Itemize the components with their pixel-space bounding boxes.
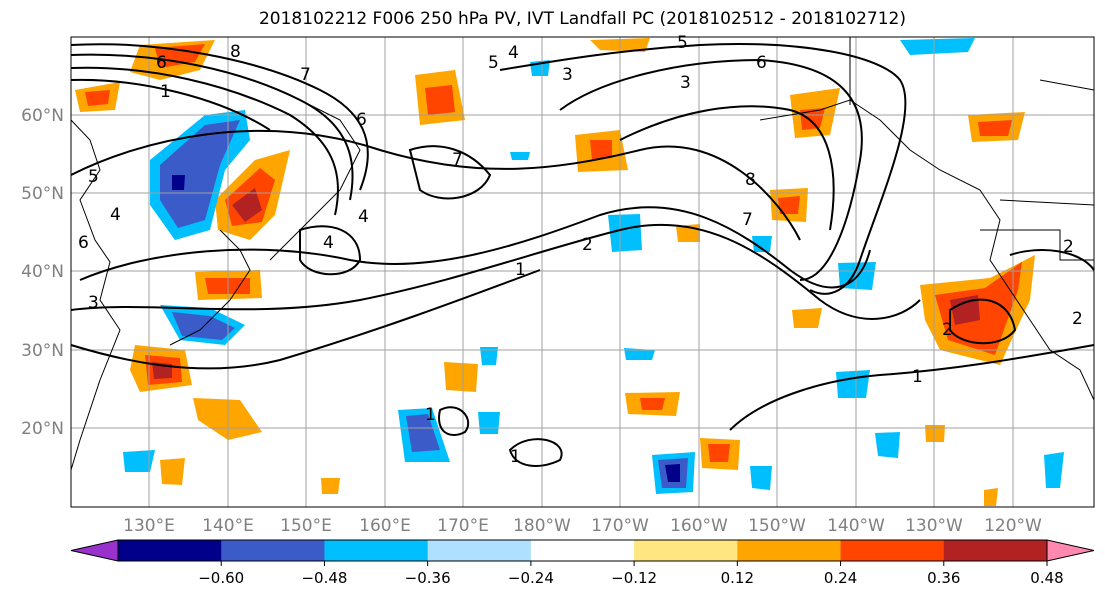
colorbar-segment	[427, 540, 532, 561]
lon-label: 140°E	[202, 516, 254, 536]
contour-label: 2	[1063, 237, 1074, 257]
colorbar-label: −0.12	[611, 569, 657, 587]
colorbar-segment	[634, 540, 738, 561]
colorbar-segment	[943, 540, 1048, 561]
contour-label: 1	[425, 405, 436, 425]
contour-label: 5	[88, 167, 99, 187]
contour-label: 5	[677, 33, 688, 53]
lat-label: 60°N	[21, 106, 64, 126]
contour-label: 4	[110, 205, 121, 225]
lon-label: 140°W	[827, 516, 885, 536]
colorbar-segment	[118, 540, 222, 561]
colorbar-label: −0.36	[405, 569, 451, 587]
contour-label: 6	[78, 233, 89, 253]
colorbar-segment	[840, 540, 945, 561]
contour-label: 4	[508, 43, 519, 63]
lat-label: 50°N	[21, 184, 64, 204]
lon-label: 170°W	[591, 516, 649, 536]
colorbar-segment	[737, 540, 842, 561]
contour-label: 1	[160, 82, 171, 102]
contour-label: 3	[680, 73, 691, 93]
contour-label: 3	[88, 293, 99, 313]
latitude-labels: 60°N 50°N 40°N 30°N 20°N	[21, 106, 64, 439]
map-title: 2018102212 F006 250 hPa PV, IVT Landfall…	[258, 9, 906, 29]
contour-label: 6	[356, 110, 367, 130]
colorbar-border	[117, 539, 1048, 562]
lon-label: 160°W	[670, 516, 728, 536]
contour-label: 4	[323, 233, 334, 253]
contour-labels: 8 7 6 5 4 3 2 1 7 6 4 4 5 6 3 2 1 7 8 6 …	[78, 33, 1083, 467]
contour-label: 1	[510, 447, 521, 467]
contour-label: 3	[562, 65, 573, 85]
contour-label: 1	[515, 260, 526, 280]
colorbar-label: 0.12	[721, 569, 754, 587]
colorbar-segment	[324, 540, 429, 561]
map-frame	[70, 36, 1095, 508]
colorbar-arrow-high	[1046, 539, 1095, 562]
lat-label: 30°N	[21, 341, 64, 361]
contour-label: 1	[912, 367, 923, 387]
contour-label: 6	[756, 53, 767, 73]
colorbar: −0.60 −0.48 −0.36 −0.24 −0.12 0.12 0.24 0.36 0.4…	[70, 539, 1095, 587]
colorbar-segment	[530, 540, 635, 561]
contour-label: 2	[942, 320, 953, 340]
colorbar-label: −0.24	[508, 569, 554, 587]
colorbar-arrow-low	[70, 539, 119, 562]
lat-label: 20°N	[21, 419, 64, 439]
contour-label: 7	[742, 210, 753, 230]
lon-label: 150°W	[748, 516, 806, 536]
contour-label: 8	[745, 170, 756, 190]
colorbar-label: 0.24	[824, 569, 857, 587]
lon-label: 120°W	[984, 516, 1042, 536]
contour-label: 8	[230, 42, 241, 62]
lon-label: 160°E	[359, 516, 411, 536]
contour-label: 6	[156, 53, 167, 73]
colorbar-label: −0.48	[301, 569, 347, 587]
contour-label: 5	[488, 53, 499, 73]
ivt-contours	[70, 43, 1095, 467]
colorbar-label: 0.48	[1030, 569, 1063, 587]
lon-label: 150°E	[280, 516, 332, 536]
colorbar-label: −0.60	[198, 569, 244, 587]
contour-label: 4	[358, 207, 369, 227]
coastlines	[70, 37, 1095, 471]
contour-label: 7	[452, 150, 463, 170]
colorbar-segment	[221, 540, 325, 561]
lon-label: 170°E	[437, 516, 489, 536]
lat-label: 40°N	[21, 262, 64, 282]
colorbar-label: 0.36	[927, 569, 960, 587]
lon-label: 130°E	[123, 516, 175, 536]
contour-label: 2	[582, 235, 593, 255]
contour-label: 2	[1072, 309, 1083, 329]
contour-label: 7	[300, 65, 311, 85]
lon-label: 180°W	[513, 516, 571, 536]
lon-label: 130°W	[905, 516, 963, 536]
longitude-labels: 130°E 140°E 150°E 160°E 170°E 180°W 170°…	[123, 516, 1042, 536]
